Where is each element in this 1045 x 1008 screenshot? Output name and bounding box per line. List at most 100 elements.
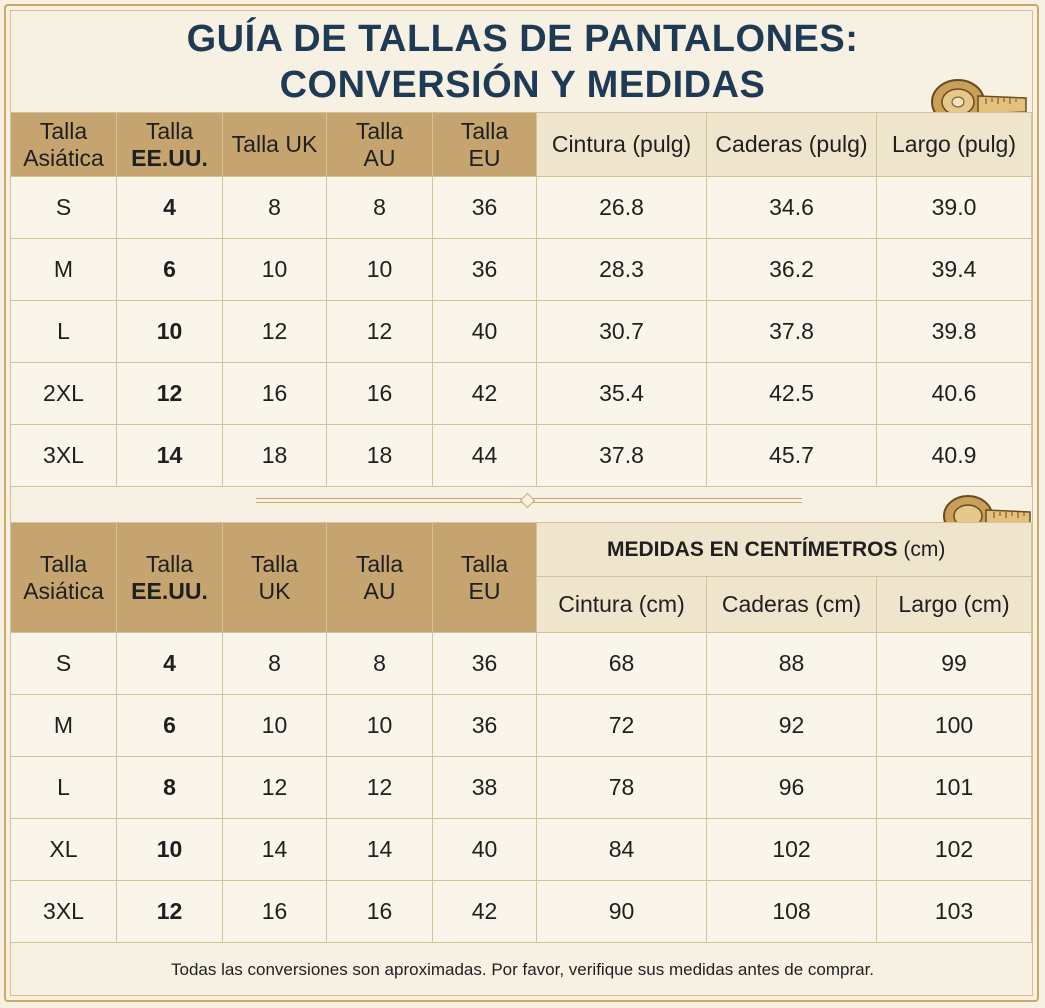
cell-waist: 26.8	[536, 176, 707, 239]
cell-eu-size: 36	[432, 694, 537, 757]
cell-hips: 108	[706, 880, 877, 943]
cell-asian-size: L	[10, 300, 117, 363]
cell-asian-size: M	[10, 238, 117, 301]
cell-hips: 88	[706, 632, 877, 695]
cell-asian-size: 2XL	[10, 362, 117, 425]
cell-hips: 92	[706, 694, 877, 757]
header-au-size: Talla AU	[326, 522, 433, 633]
header-us-size: Talla EE.UU.	[116, 522, 223, 633]
cell-waist: 90	[536, 880, 707, 943]
header-asian-size: Talla Asiática	[10, 112, 117, 177]
cell-hips: 36.2	[706, 238, 877, 301]
cell-length: 101	[875, 756, 1033, 819]
cell-us-size: 14	[116, 424, 223, 487]
table-row: L 10 12 12 40 30.7 37.8 39.8	[10, 300, 1032, 363]
cell-uk-size: 10	[222, 238, 327, 301]
cell-us-size: 10	[116, 300, 223, 363]
cell-us-size: 12	[116, 362, 223, 425]
cell-waist: 28.3	[536, 238, 707, 301]
header-hips-in: Caderas (pulg)	[706, 112, 877, 177]
cell-length: 40.9	[876, 424, 1032, 487]
cell-waist: 72	[536, 694, 707, 757]
size-table-centimeters: Talla Asiática Talla EE.UU. Talla UK Talla A…	[10, 522, 1033, 943]
cell-uk-size: 18	[222, 424, 327, 487]
cell-asian-size: L	[10, 756, 117, 819]
cell-eu-size: 38	[432, 756, 537, 819]
cell-waist: 84	[536, 818, 707, 881]
cell-waist: 30.7	[536, 300, 707, 363]
group-title: MEDIDAS EN CENTÍMETROS	[607, 537, 898, 561]
table-row: 3XL 14 18 18 44 37.8 45.7 40.9	[10, 424, 1032, 487]
cell-uk-size: 10	[222, 694, 327, 757]
cell-uk-size: 14	[222, 818, 327, 881]
cell-au-size: 12	[326, 756, 433, 819]
cell-waist: 78	[536, 756, 707, 819]
cell-eu-size: 40	[432, 818, 537, 881]
cell-length: 39.4	[876, 238, 1032, 301]
cell-length: 99	[875, 632, 1033, 695]
cell-au-size: 8	[326, 176, 433, 239]
cell-us-size: 4	[116, 176, 223, 239]
cell-au-size: 10	[326, 694, 433, 757]
header-hips-cm: Caderas (cm)	[706, 576, 877, 633]
cell-length: 100	[875, 694, 1033, 757]
header-uk-size: Talla UK	[222, 112, 327, 177]
table-row: S 4 8 8 36 68 88 99	[10, 632, 1033, 695]
header-eu-size: Talla EU	[432, 522, 537, 633]
cell-waist: 35.4	[536, 362, 707, 425]
cell-au-size: 12	[326, 300, 433, 363]
cell-uk-size: 16	[222, 362, 327, 425]
cell-au-size: 16	[326, 362, 433, 425]
cell-asian-size: M	[10, 694, 117, 757]
cell-asian-size: S	[10, 632, 117, 695]
cell-length: 39.0	[876, 176, 1032, 239]
page-title-line-1: GUÍA DE TALLAS DE PANTALONES:	[186, 18, 859, 60]
header-length-cm: Largo (cm)	[875, 576, 1033, 633]
cell-length: 39.8	[876, 300, 1032, 363]
page-title-line-2: CONVERSIÓN Y MEDIDAS	[279, 64, 766, 106]
cell-au-size: 14	[326, 818, 433, 881]
cell-au-size: 10	[326, 238, 433, 301]
cell-eu-size: 42	[432, 362, 537, 425]
cell-au-size: 8	[326, 632, 433, 695]
cell-length: 103	[875, 880, 1033, 943]
cell-length: 40.6	[876, 362, 1032, 425]
table-row: M 6 10 10 36 72 92 100	[10, 694, 1033, 757]
table-row: M 6 10 10 36 28.3 36.2 39.4	[10, 238, 1032, 301]
cell-us-size: 6	[116, 238, 223, 301]
table-row: S 4 8 8 36 26.8 34.6 39.0	[10, 176, 1032, 239]
group-unit: (cm)	[903, 537, 946, 561]
header-waist-in: Cintura (pulg)	[536, 112, 707, 177]
size-table-inches: Talla Asiática Talla EE.UU. Talla UK Talla…	[10, 112, 1032, 487]
header-length-in: Largo (pulg)	[876, 112, 1032, 177]
header-uk-size: Talla UK	[222, 522, 327, 633]
header-au-size: Talla AU	[326, 112, 433, 177]
cell-length: 102	[875, 818, 1033, 881]
cell-eu-size: 36	[432, 176, 537, 239]
cell-eu-size: 36	[432, 632, 537, 695]
cell-au-size: 18	[326, 424, 433, 487]
cell-hips: 34.6	[706, 176, 877, 239]
page-frame-inner	[10, 10, 1033, 996]
table-header-row: Talla Asiática Talla EE.UU. Talla UK Talla…	[10, 112, 1032, 177]
footer-note: Todas las conversiones son aproximadas. …	[170, 960, 875, 979]
cell-waist: 37.8	[536, 424, 707, 487]
cell-uk-size: 8	[222, 176, 327, 239]
table-row: 2XL 12 16 16 42 35.4 42.5 40.6	[10, 362, 1032, 425]
cell-eu-size: 36	[432, 238, 537, 301]
cell-uk-size: 16	[222, 880, 327, 943]
cell-asian-size: 3XL	[10, 880, 117, 943]
cell-asian-size: XL	[10, 818, 117, 881]
cell-hips: 37.8	[706, 300, 877, 363]
cell-uk-size: 8	[222, 632, 327, 695]
header-eu-size: Talla EU	[432, 112, 537, 177]
cell-us-size: 6	[116, 694, 223, 757]
cell-hips: 96	[706, 756, 877, 819]
table-row: XL 10 14 14 40 84 102 102	[10, 818, 1033, 881]
table-row: 3XL 12 16 16 42 90 108 103	[10, 880, 1033, 943]
cell-eu-size: 44	[432, 424, 537, 487]
cell-au-size: 16	[326, 880, 433, 943]
cell-asian-size: 3XL	[10, 424, 117, 487]
header-asian-size: Talla Asiática	[10, 522, 117, 633]
cell-us-size: 10	[116, 818, 223, 881]
